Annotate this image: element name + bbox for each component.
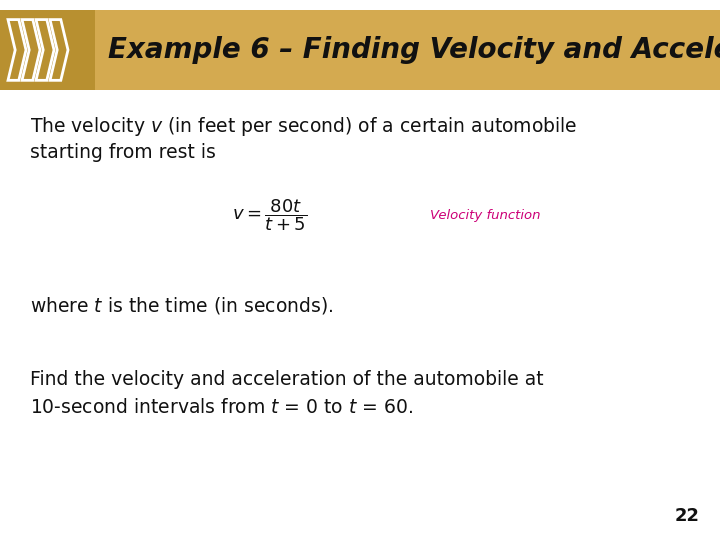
Text: Velocity function: Velocity function <box>430 208 541 221</box>
Polygon shape <box>0 10 720 90</box>
Text: where $t$ is the time (in seconds).: where $t$ is the time (in seconds). <box>30 295 333 316</box>
Text: Example 6 – Finding Velocity and Acceleration: Example 6 – Finding Velocity and Acceler… <box>108 36 720 64</box>
Polygon shape <box>0 10 95 90</box>
Text: 10-second intervals from $t$ = 0 to $t$ = 60.: 10-second intervals from $t$ = 0 to $t$ … <box>30 398 413 417</box>
Text: The velocity $v$ (in feet per second) of a certain automobile: The velocity $v$ (in feet per second) of… <box>30 115 577 138</box>
Text: 22: 22 <box>675 507 700 525</box>
Text: starting from rest is: starting from rest is <box>30 143 216 162</box>
Text: Find the velocity and acceleration of the automobile at: Find the velocity and acceleration of th… <box>30 370 544 389</box>
Text: $v = \dfrac{80t}{t + 5}$: $v = \dfrac{80t}{t + 5}$ <box>233 197 307 233</box>
